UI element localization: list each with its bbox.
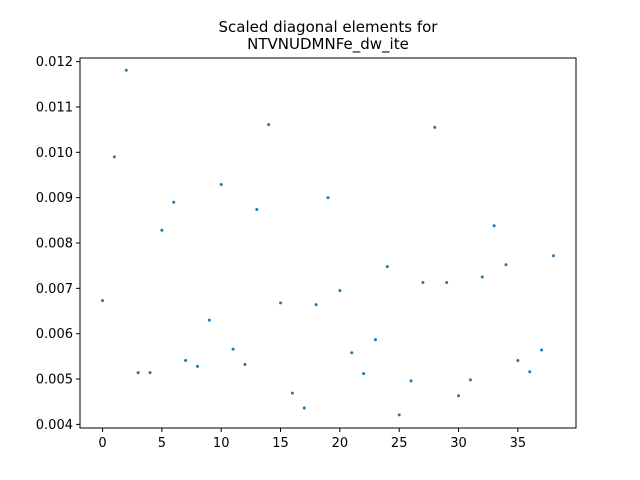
x-tick-label: 35 — [510, 436, 527, 451]
data-point — [267, 123, 271, 127]
data-point — [279, 301, 283, 305]
data-point — [219, 183, 223, 187]
y-tick-label: 0.004 — [36, 418, 73, 433]
data-point — [468, 378, 472, 382]
x-axis: 0 5 10 15 20 25 30 35 — [98, 428, 526, 451]
chart-title-line-2: NTVNUDMNFe_dw_ite — [247, 35, 409, 54]
x-tick-label: 30 — [450, 436, 467, 451]
x-tick-label: 0 — [98, 436, 106, 451]
data-point — [445, 280, 449, 284]
y-tick-label: 0.010 — [36, 146, 73, 161]
data-point — [551, 254, 555, 258]
data-point — [124, 68, 128, 72]
data-point — [326, 196, 330, 200]
data-point — [207, 318, 211, 322]
data-point — [112, 155, 116, 159]
y-tick-label: 0.012 — [36, 55, 73, 70]
y-tick-label: 0.011 — [36, 100, 73, 115]
data-point — [148, 371, 152, 375]
data-point — [385, 265, 389, 269]
y-tick-label: 0.008 — [36, 237, 73, 252]
data-point — [195, 364, 199, 368]
x-tick-label: 10 — [213, 436, 230, 451]
data-point — [492, 224, 496, 228]
x-tick-label: 15 — [272, 436, 289, 451]
data-point — [172, 200, 176, 204]
y-axis: 0.004 0.005 0.006 0.007 0.008 0.009 0.010 0.011… — [36, 55, 80, 433]
data-point — [302, 406, 306, 410]
data-point — [255, 207, 259, 211]
data-point — [373, 338, 377, 342]
data-point — [528, 370, 532, 374]
data-point — [160, 228, 164, 232]
data-point — [290, 391, 294, 395]
plot-frame — [79, 57, 577, 429]
data-point — [101, 299, 105, 303]
data-points — [101, 68, 555, 417]
y-tick-label: 0.007 — [36, 282, 73, 297]
data-point — [350, 351, 354, 355]
data-point — [480, 275, 484, 279]
data-point — [457, 394, 461, 398]
x-tick-label: 5 — [158, 436, 166, 451]
data-point — [421, 280, 425, 284]
data-point — [338, 289, 342, 293]
data-point — [516, 358, 520, 362]
data-point — [397, 413, 401, 417]
data-point — [362, 372, 366, 376]
data-point — [433, 125, 437, 129]
y-tick-label: 0.005 — [36, 373, 73, 388]
data-point — [243, 363, 247, 367]
x-tick-label: 25 — [391, 436, 408, 451]
data-point — [314, 303, 318, 307]
data-point — [136, 371, 140, 375]
data-point — [504, 263, 508, 267]
x-tick-label: 20 — [332, 436, 349, 451]
data-point — [184, 358, 188, 362]
y-tick-label: 0.009 — [36, 191, 73, 206]
chart-title-line-1: Scaled diagonal elements for — [219, 18, 439, 36]
data-point — [231, 347, 235, 351]
data-point — [540, 348, 544, 352]
y-tick-label: 0.006 — [36, 327, 73, 342]
data-point — [409, 379, 413, 383]
